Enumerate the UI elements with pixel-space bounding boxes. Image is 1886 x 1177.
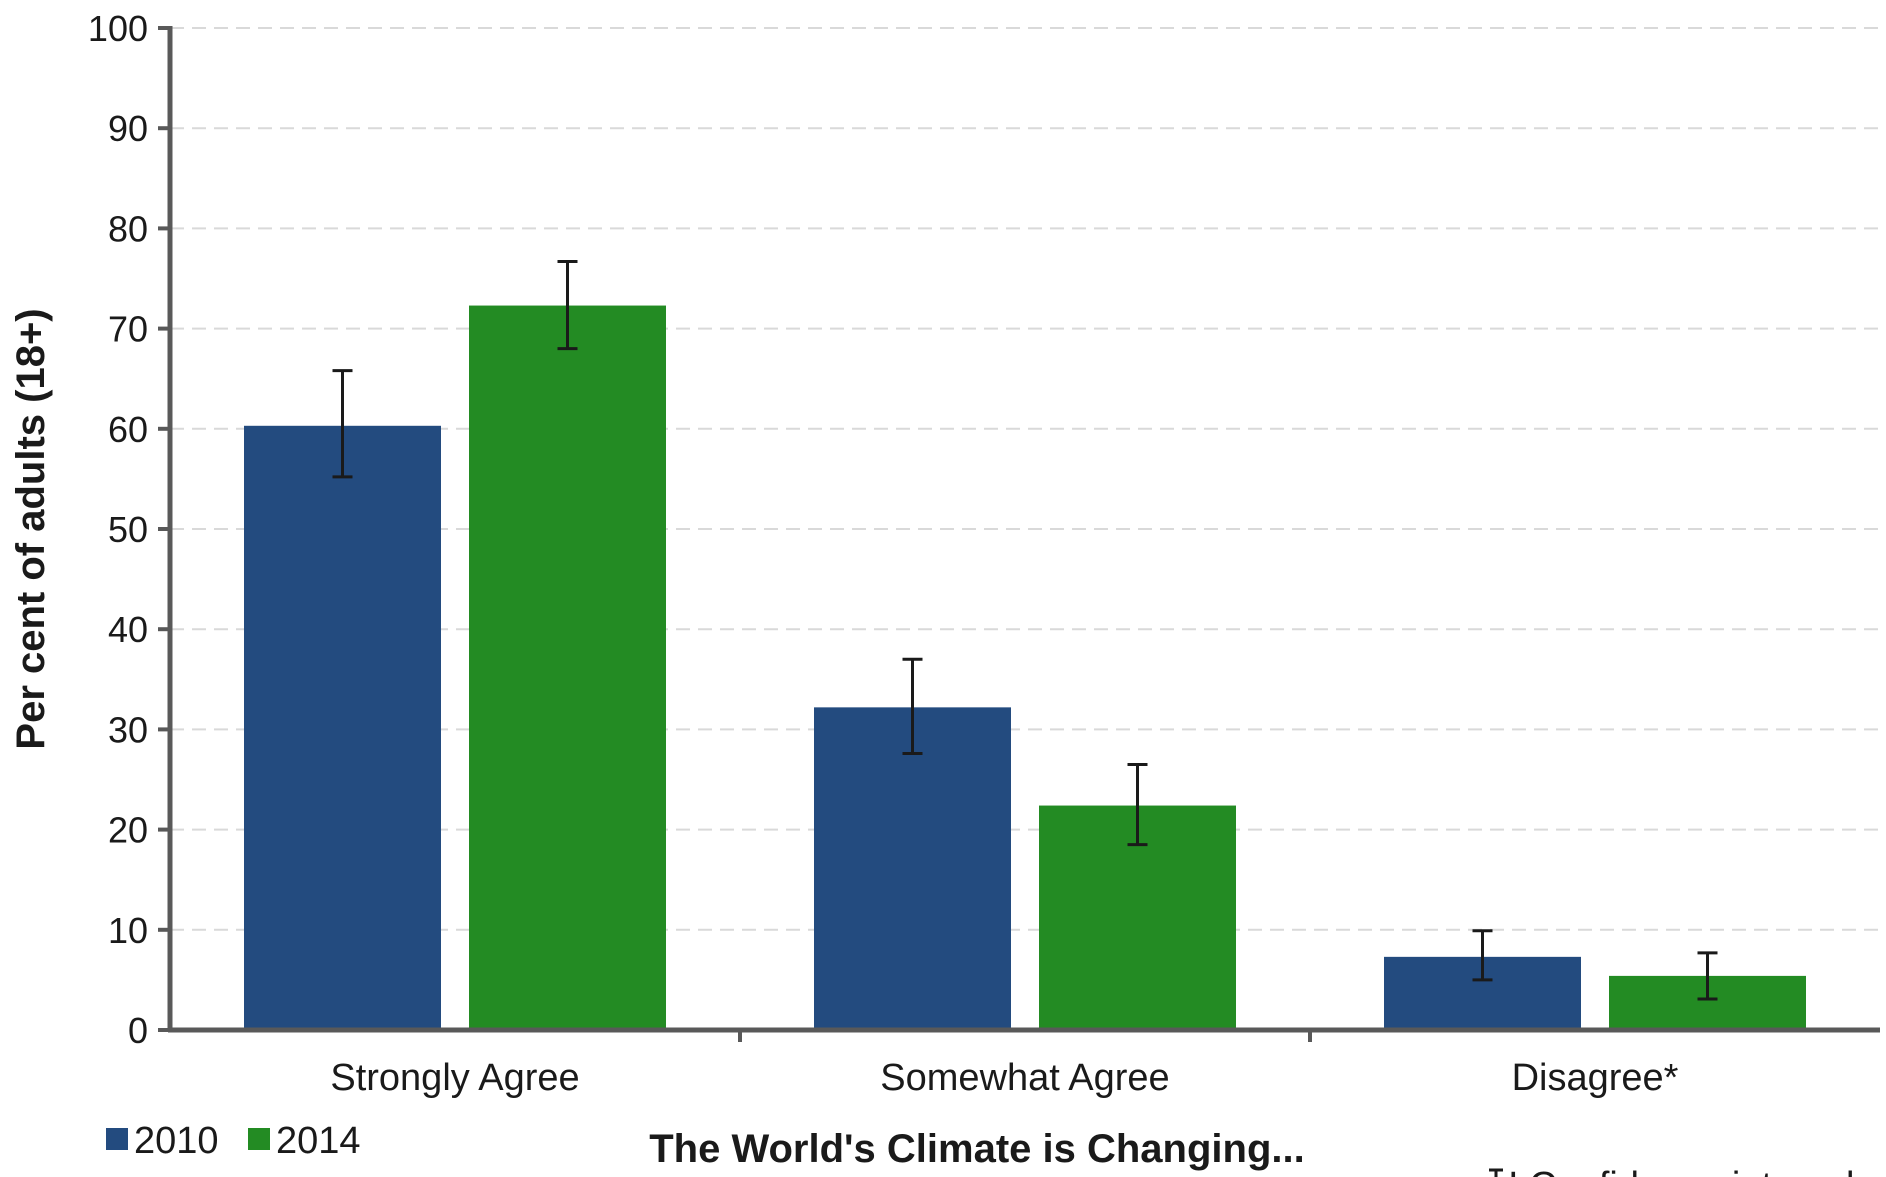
y-tick-label: 0 — [128, 1010, 148, 1051]
x-category-label: Strongly Agree — [330, 1057, 579, 1099]
bar-2010-0 — [244, 425, 441, 1030]
x-axis-title: The World's Climate is Changing... — [649, 1127, 1305, 1171]
y-tick-label: 10 — [108, 910, 148, 951]
x-category-label: Somewhat Agree — [880, 1057, 1169, 1099]
x-category-label: Disagree* — [1512, 1057, 1679, 1099]
bar-2014-0 — [469, 305, 666, 1031]
y-tick-label: 60 — [108, 409, 148, 450]
y-axis-ticks: 0 10 20 30 40 50 60 70 80 90 100 — [88, 8, 170, 1051]
y-tick-label: 100 — [88, 8, 148, 49]
error-bars — [332, 259, 1718, 1001]
legend-swatch — [106, 1128, 128, 1150]
y-tick-label: 20 — [108, 810, 148, 851]
bar-2010-1 — [814, 707, 1011, 1030]
bars — [244, 305, 1806, 1031]
legend-swatch — [248, 1128, 270, 1150]
legend-label: 2010 — [134, 1120, 219, 1162]
x-axis-ticks — [738, 1030, 1312, 1042]
y-axis-title: Per cent of adults (18+) — [9, 308, 53, 749]
y-tick-label: 70 — [108, 309, 148, 350]
y-tick-label: 40 — [108, 609, 148, 650]
y-tick-label: 90 — [108, 108, 148, 149]
confidence-interval-note: I Confidence interval — [1489, 1165, 1854, 1177]
legend-label: 2014 — [276, 1120, 361, 1162]
y-tick-label: 80 — [108, 208, 148, 249]
note-text: I Confidence interval — [1508, 1165, 1854, 1177]
y-tick-label: 30 — [108, 709, 148, 750]
legend: 2010 2014 — [106, 1120, 361, 1162]
category-labels: Strongly Agree Somewhat Agree Disagree* — [330, 1057, 1678, 1099]
y-tick-label: 50 — [108, 509, 148, 550]
